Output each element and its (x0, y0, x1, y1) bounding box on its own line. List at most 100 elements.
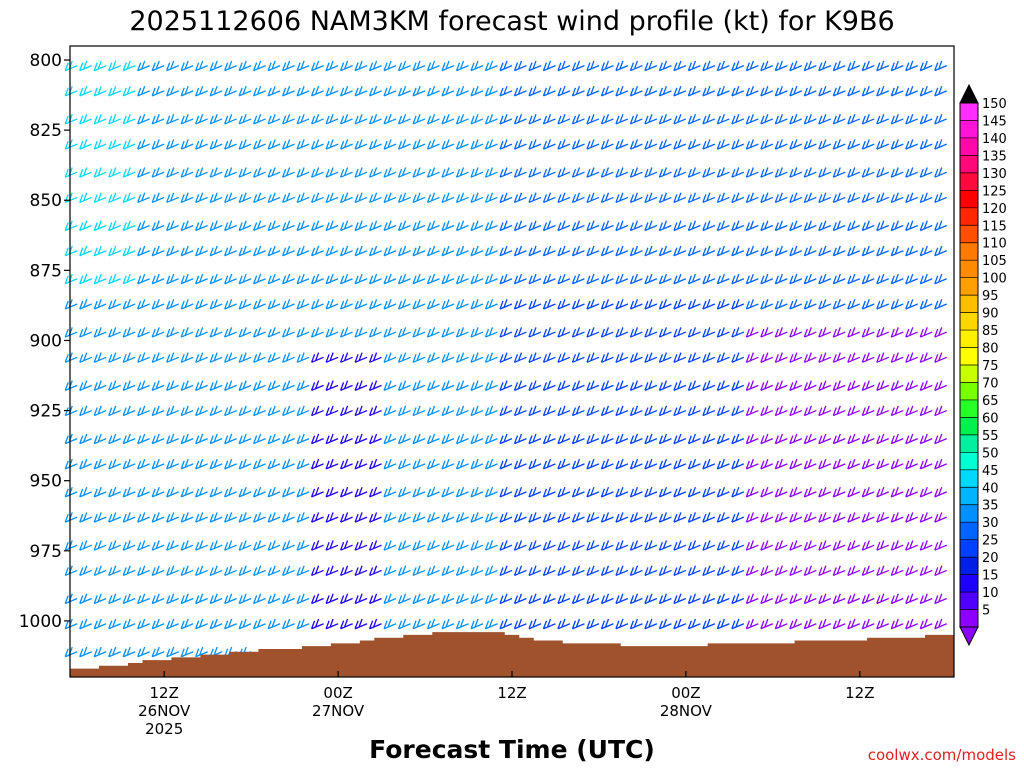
wind-barb-shaft (267, 65, 281, 72)
wind-barb-flag (253, 140, 258, 150)
wind-barb-flag (847, 247, 852, 256)
wind-barb-flag (832, 275, 837, 284)
wind-barb-shaft (818, 118, 832, 125)
wind-barb-shaft (64, 224, 78, 232)
wind-barb-flag (97, 458, 102, 468)
wind-barb-shaft (601, 250, 614, 257)
wind-barb-flag (513, 354, 519, 363)
wind-barb-flag (137, 407, 142, 416)
colorbar-label: 145 (982, 114, 1007, 129)
wind-barb-flag (122, 648, 127, 657)
wind-barb-flag (818, 354, 823, 363)
wind-barb-flag (155, 60, 160, 70)
wind-barb-shaft (108, 597, 121, 605)
wind-barb-flag (673, 62, 678, 71)
wind-barb-flag (83, 486, 88, 496)
wind-barb-shaft (238, 278, 252, 285)
wind-barb-flag (300, 192, 305, 201)
wind-barb-flag (257, 139, 262, 148)
wind-barb-flag (778, 60, 783, 70)
wind-barb-flag (383, 567, 388, 576)
colorbar-label: 50 (982, 446, 999, 461)
wind-barb-shaft (514, 171, 527, 178)
wind-barb-flag (441, 513, 446, 523)
wind-barb-flag (546, 167, 552, 176)
wind-barb-flag (807, 245, 812, 255)
wind-barb-shaft (166, 491, 179, 498)
wind-barb-flag (64, 513, 69, 523)
wind-barb-flag (503, 433, 508, 443)
wind-barb-shaft (340, 623, 353, 630)
wind-barb-flag (890, 247, 895, 256)
wind-barb-shaft (427, 90, 440, 97)
wind-barb-shaft (456, 516, 469, 523)
wind-barb-flag (93, 328, 98, 338)
wind-barb-shaft (789, 491, 803, 498)
wind-barb-flag (93, 247, 98, 256)
wind-barb-flag (93, 140, 98, 150)
wind-barb-flag (923, 380, 928, 389)
wind-barb-shaft (456, 278, 469, 285)
wind-barb-flag (774, 513, 779, 523)
wind-barb-flag (789, 247, 794, 256)
wind-barb-flag (702, 247, 707, 256)
wind-barb-flag (890, 194, 895, 203)
wind-barb-flag (807, 273, 812, 283)
wind-barb-flag (731, 513, 736, 523)
wind-barb-flag (354, 488, 359, 498)
wind-barb-flag (648, 139, 653, 148)
y-tick-label: 850 (30, 191, 62, 211)
wind-barb-flag (228, 352, 233, 361)
wind-barb-shaft (79, 278, 92, 285)
wind-barb-flag (228, 273, 233, 283)
wind-barb-flag (224, 62, 229, 71)
wind-barb-shaft (354, 250, 368, 257)
wind-barb-flag (459, 167, 465, 176)
wind-barb-flag (575, 273, 581, 283)
wind-barb-shaft (485, 491, 498, 498)
wind-barb-flag (383, 300, 388, 310)
wind-barb-flag (557, 620, 562, 629)
wind-barb-flag (126, 540, 131, 549)
wind-barb-flag (228, 139, 233, 148)
wind-barb-flag (571, 62, 577, 71)
wind-barb-shaft (543, 516, 556, 523)
wind-barb-shaft (702, 171, 716, 178)
wind-barb-flag (542, 382, 548, 391)
wind-barb-shaft (282, 516, 295, 523)
colorbar-swatch (960, 330, 978, 349)
wind-barb-flag (861, 328, 866, 338)
wind-barb-flag (286, 192, 291, 201)
wind-barb-shaft (630, 250, 643, 257)
wind-barb-flag (517, 380, 523, 389)
wind-barb-shaft (383, 438, 397, 445)
wind-barb-shaft (775, 569, 788, 577)
wind-barb-flag (271, 60, 276, 70)
wind-barb-shaft (760, 171, 774, 178)
wind-barb-shaft (688, 278, 701, 285)
wind-barb-flag (416, 380, 421, 389)
wind-barb-flag (412, 513, 417, 523)
wind-barb-shaft (470, 171, 484, 178)
colorbar-swatch (960, 155, 978, 174)
wind-barb-flag (600, 595, 606, 604)
wind-barb-shaft (180, 278, 194, 285)
wind-barb-flag (180, 541, 185, 551)
wind-barb-flag (503, 327, 508, 336)
wind-barb-flag (934, 435, 939, 444)
wind-barb-flag (314, 618, 320, 628)
wind-barb-flag (648, 405, 653, 415)
wind-barb-flag (474, 565, 479, 574)
wind-barb-flag (137, 460, 142, 470)
wind-barb-shaft (166, 224, 179, 232)
wind-barb-shaft (456, 224, 469, 232)
wind-barb-shaft (267, 118, 281, 125)
wind-barb-flag (180, 435, 185, 444)
wind-barb-shaft (717, 250, 730, 257)
wind-barb-flag (793, 113, 798, 123)
wind-barb-flag (122, 87, 127, 97)
wind-barb-flag (64, 194, 69, 203)
wind-barb-flag (702, 460, 707, 470)
wind-barb-flag (934, 115, 939, 125)
wind-barb-flag (513, 62, 519, 71)
